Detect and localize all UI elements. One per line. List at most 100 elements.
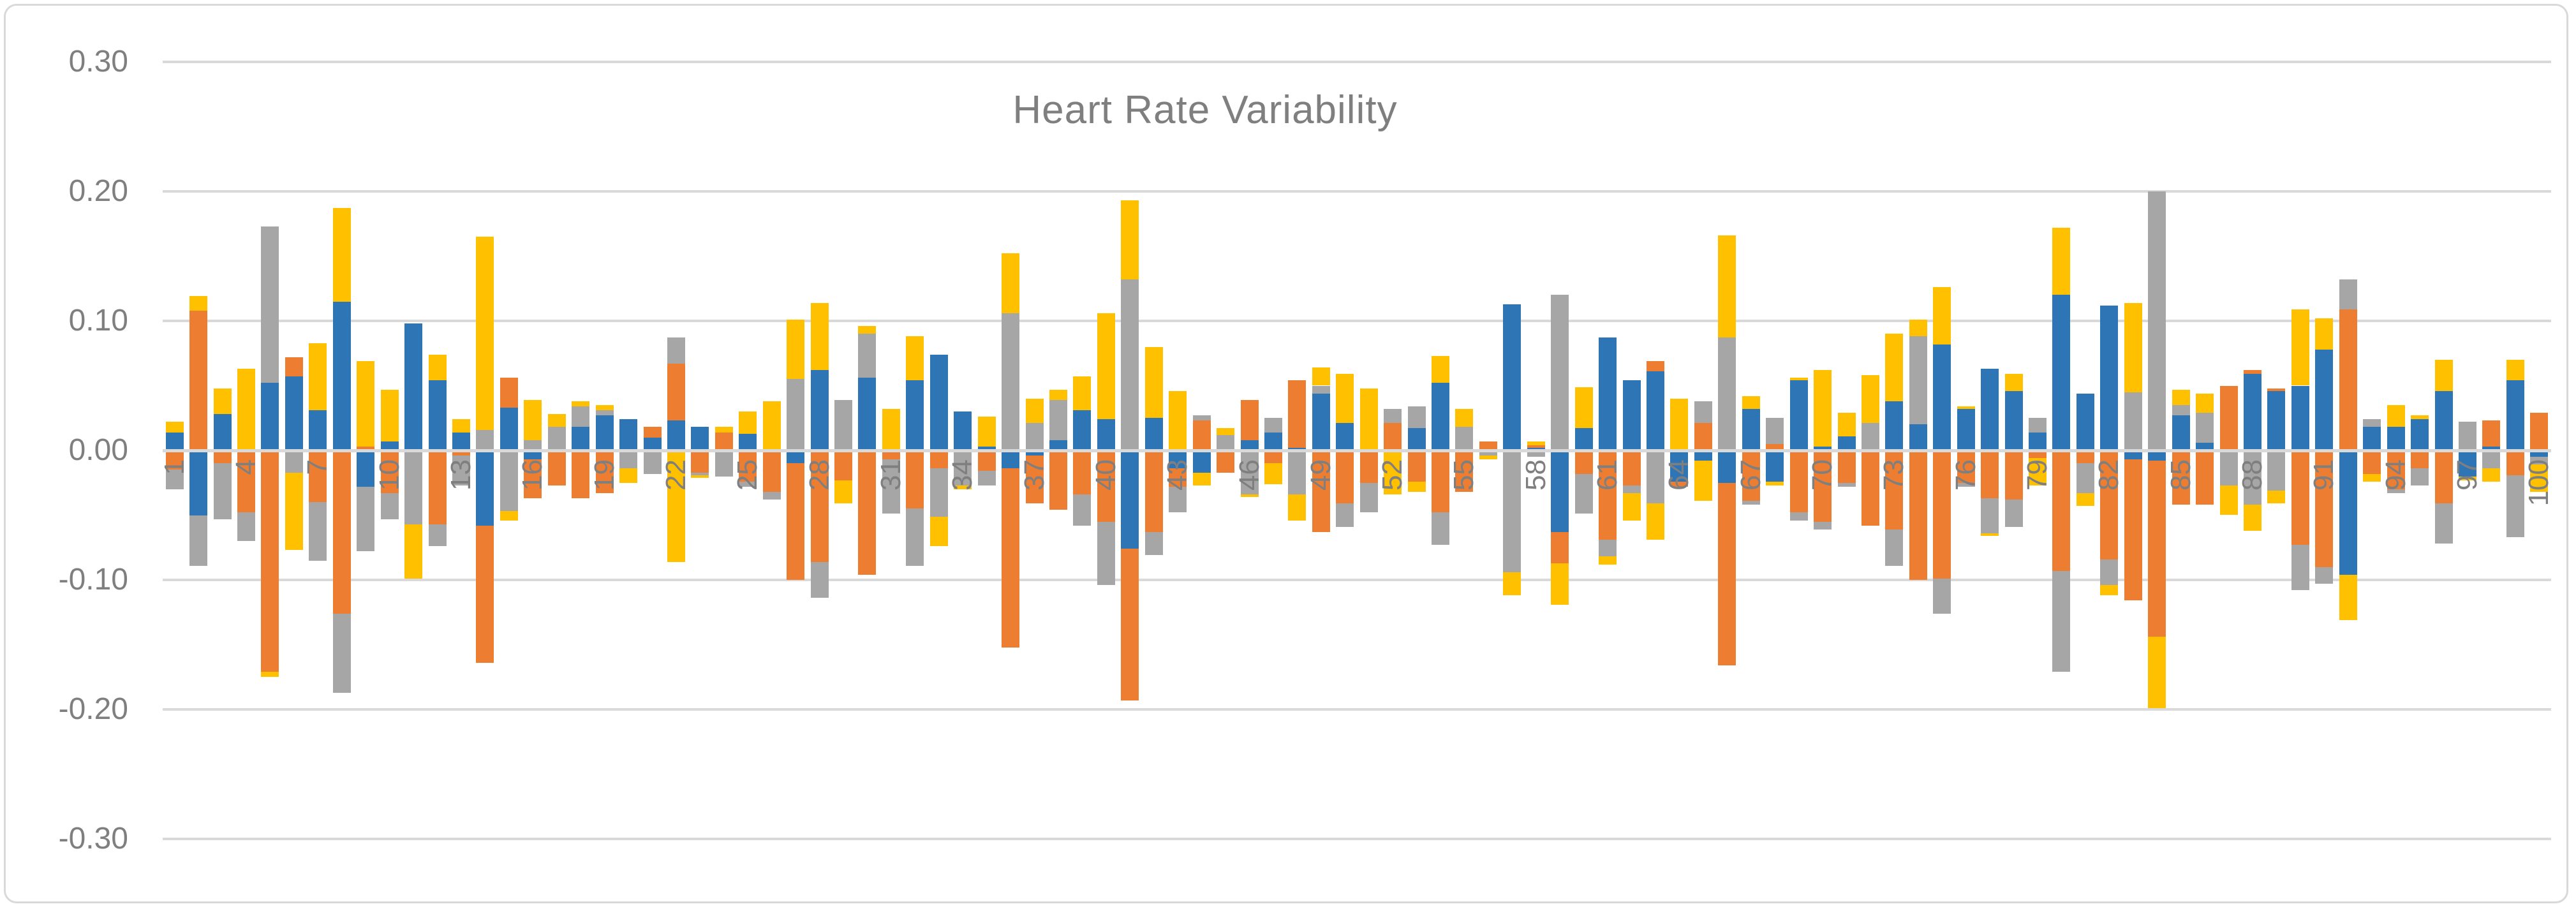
bar-segment-series-blue	[1933, 344, 1951, 450]
bar-segment-series-blue	[500, 408, 518, 450]
bar-segment-series-blue	[332, 301, 351, 450]
bar-segment-series-gray	[2124, 392, 2142, 450]
x-tick-label: 64	[1663, 459, 1695, 491]
bar-segment-series-blue	[524, 450, 542, 460]
bar-segment-series-gray	[2506, 475, 2524, 537]
bar-segment-series-orange	[2411, 450, 2429, 469]
bar-segment-series-orange	[2076, 450, 2094, 464]
bar-segment-series-orange	[2148, 461, 2166, 637]
x-tick-label: 7	[302, 459, 334, 475]
bar-segment-series-orange	[2100, 450, 2119, 559]
bar-segment-series-gray	[500, 450, 518, 512]
bar-segment-series-yellow	[1622, 493, 1641, 521]
bar-segment-series-orange	[237, 450, 256, 513]
bar-segment-series-gray	[2076, 463, 2094, 493]
bar-segment-series-blue	[2172, 415, 2190, 450]
bar-segment-series-yellow	[1766, 481, 1784, 485]
bar-segment-series-gray	[1312, 385, 1330, 394]
bar-segment-series-gray	[929, 468, 948, 517]
bar-segment-series-blue	[787, 450, 805, 464]
bar-segment-series-blue	[929, 354, 948, 450]
bar-segment-series-gray	[1097, 521, 1115, 586]
bar-segment-series-gray	[1503, 450, 1521, 572]
gridline	[163, 61, 2551, 63]
x-tick-label: 13	[445, 459, 477, 491]
bar-segment-series-blue	[619, 419, 638, 450]
bar-segment-series-blue	[2482, 446, 2501, 450]
bar-segment-series-gray	[1885, 529, 1904, 566]
bar-segment-series-orange	[2315, 450, 2334, 567]
bar-segment-series-blue	[1169, 450, 1187, 469]
bar-segment-series-yellow	[2530, 464, 2549, 492]
bar-segment-series-yellow	[762, 401, 781, 450]
bar-segment-series-yellow	[1288, 494, 1307, 521]
bar-segment-series-orange	[1479, 441, 1497, 450]
x-tick-label: 97	[2451, 459, 2483, 491]
bar-segment-series-orange	[2291, 450, 2309, 545]
bar-segment-series-orange	[452, 450, 470, 456]
x-tick-label: 43	[1162, 459, 1194, 491]
x-tick-label: 46	[1233, 459, 1265, 491]
bar-segment-series-gray	[858, 334, 877, 378]
bar-segment-series-orange	[2219, 385, 2238, 450]
bar-segment-series-yellow	[332, 208, 351, 302]
y-tick-label: -0.10	[58, 563, 128, 596]
bar-segment-series-yellow	[1121, 200, 1139, 280]
bar-segment-series-gray	[1814, 521, 1832, 530]
bar-segment-series-gray	[1121, 279, 1139, 450]
bar-segment-series-gray	[1694, 401, 1712, 424]
bar-segment-series-yellow	[1312, 367, 1330, 386]
bar-segment-series-blue	[452, 432, 470, 450]
x-tick-label: 19	[588, 459, 620, 491]
bar-segment-series-gray	[1909, 336, 1927, 425]
gridline	[163, 190, 2551, 193]
bar-segment-series-blue	[1503, 304, 1521, 450]
bar-segment-series-gray	[810, 561, 829, 598]
bar-segment-series-blue	[1814, 446, 1832, 450]
bar-segment-series-gray	[1002, 313, 1020, 450]
bar-segment-series-yellow	[667, 450, 685, 562]
bar-segment-series-yellow	[1599, 556, 1617, 565]
bar-segment-series-yellow	[858, 326, 877, 334]
bar-segment-series-gray	[1169, 486, 1187, 513]
bar-segment-series-yellow	[2052, 227, 2071, 295]
bar-segment-series-gray	[667, 337, 685, 364]
zero-axis-line	[163, 449, 2551, 452]
bar-segment-series-yellow	[2244, 505, 2261, 531]
bar-segment-series-yellow	[285, 472, 303, 551]
bar-segment-series-orange	[1861, 450, 1879, 526]
bar-segment-series-orange	[1527, 445, 1545, 448]
bar-segment-series-blue	[1432, 383, 1450, 450]
x-tick-label: 34	[947, 459, 979, 491]
bar-segment-series-orange	[547, 450, 566, 485]
bar-segment-series-yellow	[1981, 533, 1999, 536]
bar-segment-series-blue	[1647, 371, 1664, 450]
bar-segment-series-orange	[2339, 309, 2357, 450]
bar-segment-series-orange	[2363, 450, 2381, 474]
bar-segment-series-yellow	[524, 399, 542, 440]
bar-segment-series-yellow	[1957, 406, 1975, 410]
bar-segment-series-blue	[954, 411, 972, 450]
bar-segment-series-yellow	[1479, 455, 1497, 460]
bar-segment-series-orange	[1336, 450, 1354, 504]
bar-segment-series-blue	[2315, 349, 2334, 450]
bar-segment-series-orange	[691, 450, 709, 473]
bar-segment-series-yellow	[2029, 458, 2047, 485]
bar-segment-series-blue	[2052, 295, 2071, 450]
bar-segment-series-yellow	[2124, 302, 2142, 392]
bar-segment-series-orange	[1432, 450, 1450, 513]
bar-segment-series-yellow	[906, 336, 924, 381]
bar-segment-series-orange	[1169, 468, 1187, 487]
bar-segment-series-yellow	[1670, 398, 1689, 450]
bar-segment-series-gray	[595, 410, 614, 416]
bar-segment-series-gray	[1933, 578, 1951, 614]
bar-segment-series-gray	[2148, 191, 2166, 450]
bar-segment-series-yellow	[834, 480, 853, 504]
bar-segment-series-orange	[643, 427, 662, 438]
bar-segment-series-yellow	[1909, 319, 1927, 337]
bar-segment-series-yellow	[2315, 318, 2334, 350]
bar-segment-series-gray	[285, 450, 303, 473]
bar-segment-series-blue	[1025, 450, 1044, 456]
bar-segment-series-gray	[1742, 501, 1760, 505]
bar-segment-series-yellow	[1384, 450, 1402, 495]
